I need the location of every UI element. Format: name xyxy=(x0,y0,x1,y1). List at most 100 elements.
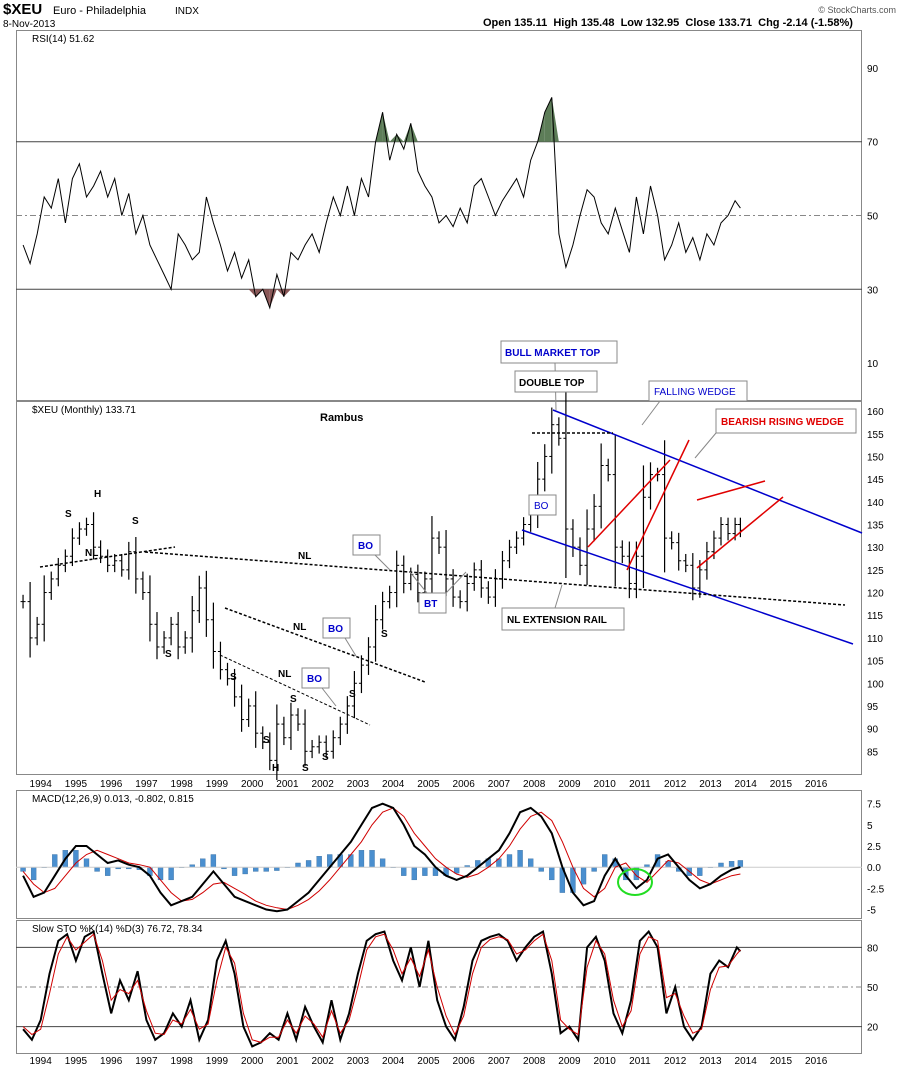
bo-label: BO xyxy=(328,624,343,635)
macd-histogram-bar xyxy=(718,862,724,868)
macd-histogram-bar xyxy=(697,867,703,876)
x-tick-label: 1997 xyxy=(135,1056,158,1067)
ohlc-readout: Open 135.11 High 135.48 Low 132.95 Close… xyxy=(483,17,853,29)
chart-header: $XEU Euro - Philadelphia INDX 8-Nov-2013… xyxy=(3,1,896,30)
x-tick-label: 2013 xyxy=(699,779,722,790)
y-tick-label: 110 xyxy=(867,634,883,645)
chart-date: 8-Nov-2013 xyxy=(3,19,56,30)
macd-histogram-bar xyxy=(52,854,58,868)
x-tick-label: 2015 xyxy=(770,1056,793,1067)
macd-histogram-bar xyxy=(453,867,460,874)
rising-wedge-1b xyxy=(626,439,690,571)
x-tick-label: 2000 xyxy=(241,779,264,790)
macd-histogram-bar xyxy=(20,867,26,872)
y-tick-label: 105 xyxy=(867,657,884,668)
sto-k-line xyxy=(22,929,742,1048)
neckline-3 xyxy=(219,654,371,726)
macd-histogram-bar xyxy=(591,867,597,872)
y-tick-label: 135 xyxy=(867,520,884,531)
x-tick-label: 2012 xyxy=(664,779,687,790)
x-tick-label: 2007 xyxy=(488,1056,511,1067)
x-tick-label: 1995 xyxy=(65,1056,88,1067)
nl-extension-label: NL EXTENSION RAIL xyxy=(507,615,607,626)
x-tick-label: 2012 xyxy=(664,1056,687,1067)
x-tick-label: 2005 xyxy=(417,1056,440,1067)
macd-histogram-bar xyxy=(401,867,407,876)
bt-callout: BT xyxy=(409,571,467,614)
y-tick-label: 95 xyxy=(867,702,879,713)
macd-histogram-bar xyxy=(602,854,608,868)
x-tick-label: 2011 xyxy=(629,779,651,790)
x-tick-label: 1994 xyxy=(30,1056,53,1067)
macd-histogram-bar xyxy=(506,854,513,868)
y-tick-label: 125 xyxy=(867,566,884,577)
x-tick-label: 2003 xyxy=(347,779,370,790)
shoulder-label: S xyxy=(349,689,356,700)
macd-histogram-bar xyxy=(242,867,248,875)
y-tick-label: 50 xyxy=(867,983,879,994)
nl-extension-callout: NL EXTENSION RAIL xyxy=(501,584,625,631)
shoulder-label: S xyxy=(302,763,309,774)
rising-wedge-1a xyxy=(587,459,671,548)
macd-histogram-bar xyxy=(168,867,174,881)
rsi-zone-fill xyxy=(283,289,291,297)
y-tick-label: 90 xyxy=(867,64,879,75)
macd-histogram-bar xyxy=(105,867,111,876)
sto-d-line xyxy=(22,933,741,1043)
x-tick-label: 1996 xyxy=(100,779,123,790)
shoulder-label: S xyxy=(322,752,329,763)
shoulder-label: S xyxy=(132,516,139,527)
shoulder-label: S xyxy=(290,694,297,705)
x-tick-label: 2001 xyxy=(276,779,299,790)
y-tick-label: 5 xyxy=(867,821,873,832)
y-tick-label: -2.5 xyxy=(867,884,885,895)
rsi-zone-fill xyxy=(382,112,390,142)
shoulder-label: S xyxy=(165,649,172,660)
macd-histogram-bar xyxy=(274,867,280,871)
bo-label: BO xyxy=(307,674,322,685)
watermark: © StockCharts.com xyxy=(818,5,896,15)
macd-histogram-bar xyxy=(263,867,269,872)
x-tick-label: 2014 xyxy=(735,1056,758,1067)
y-tick-label: 160 xyxy=(867,407,884,418)
y-tick-label: 140 xyxy=(867,498,884,509)
y-tick-label: 150 xyxy=(867,452,884,463)
price-title: $XEU (Monthly) 133.71 xyxy=(32,405,136,416)
bo-callout-3: BO xyxy=(322,617,357,657)
falling-wedge-lower xyxy=(521,529,854,645)
head-label: H xyxy=(94,489,101,500)
bo-callout-2: BO xyxy=(352,534,391,571)
double-top-callout: DOUBLE TOP xyxy=(514,370,598,393)
symbol-name: Euro - Philadelphia xyxy=(53,5,147,17)
macd-histogram-bar xyxy=(580,867,587,885)
macd-title: MACD(12,26,9) 0.013, -0.802, 0.815 xyxy=(32,794,194,805)
x-tick-label: 1994 xyxy=(30,779,53,790)
x-tick-label: 2004 xyxy=(382,779,405,790)
macd-panel xyxy=(16,790,862,919)
macd-histogram-bar xyxy=(316,856,322,868)
y-tick-label: 50 xyxy=(867,212,879,223)
price-subtitle: Rambus xyxy=(320,412,363,424)
x-tick-label: 2007 xyxy=(488,779,511,790)
macd-histogram-bar xyxy=(528,858,534,868)
macd-line xyxy=(22,802,741,913)
price-plot: 160 155 150 145 140 135 130 125 120 115 110 105 100 9… xyxy=(20,389,884,780)
falling-wedge-callout: FALLING WEDGE xyxy=(641,380,748,426)
x-tick-label: 2009 xyxy=(558,779,581,790)
falling-wedge-label: FALLING WEDGE xyxy=(654,387,736,398)
rsi-zone-fill xyxy=(248,289,256,297)
x-tick-label: 2013 xyxy=(699,1056,722,1067)
x-tick-label: 1995 xyxy=(65,779,88,790)
x-tick-label: 2001 xyxy=(276,1056,299,1067)
x-tick-label: 2002 xyxy=(312,1056,335,1067)
falling-wedge-upper xyxy=(552,409,863,534)
neckline-2 xyxy=(224,607,426,683)
shoulder-label: S xyxy=(263,735,270,746)
macd-histogram-bar xyxy=(231,867,238,876)
macd-histogram-bar xyxy=(305,860,312,868)
macd-histogram-bar xyxy=(30,867,37,881)
x-tick-label: 1998 xyxy=(171,1056,194,1067)
x-tick-label: 2010 xyxy=(594,1056,617,1067)
macd-histogram-bar xyxy=(369,850,375,868)
